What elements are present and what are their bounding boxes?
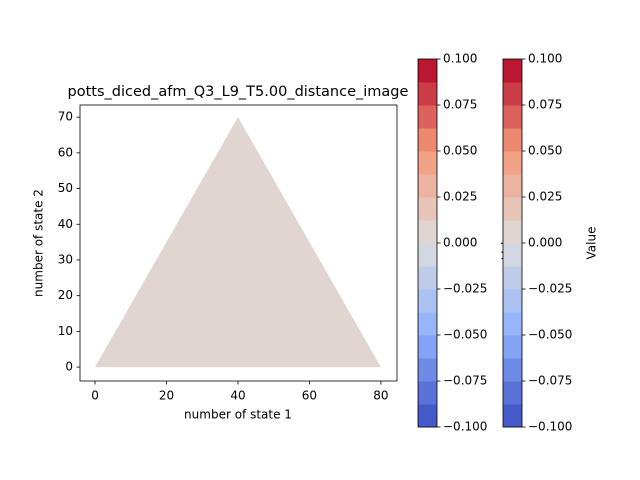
colorbar-band bbox=[418, 59, 437, 83]
colorbar-band bbox=[418, 128, 437, 152]
colorbar-tick-label: 0.075 bbox=[528, 98, 562, 112]
colorbar-band bbox=[503, 151, 522, 175]
colorbar-tick-label: 0.025 bbox=[443, 190, 477, 204]
colorbar-label: Value bbox=[585, 227, 599, 260]
y-axis-label: number of state 2 bbox=[32, 189, 46, 297]
y-tick-label: 30 bbox=[58, 252, 73, 266]
y-tick-label: 20 bbox=[58, 288, 73, 302]
x-axis-label: number of state 1 bbox=[184, 408, 292, 422]
colorbar-band bbox=[503, 381, 522, 405]
chart-title: potts_diced_afm_Q3_L9_T5.00_distance_ima… bbox=[68, 84, 409, 100]
colorbar-band bbox=[418, 105, 437, 129]
colorbar-band bbox=[503, 335, 522, 359]
colorbar-tick-label: 0.000 bbox=[443, 236, 477, 250]
colorbar-band bbox=[418, 151, 437, 175]
axes-frame bbox=[79, 104, 398, 382]
colorbar-band bbox=[503, 59, 522, 83]
colorbar-band bbox=[503, 174, 522, 198]
colorbar-tick-label: −0.100 bbox=[528, 420, 572, 434]
colorbar-tick-label: −0.050 bbox=[443, 328, 487, 342]
colorbar-tick-label: −0.025 bbox=[528, 282, 572, 296]
colorbar-tick-label: 0.100 bbox=[443, 52, 477, 66]
colorbar-band bbox=[503, 404, 522, 428]
y-tick-label: 50 bbox=[58, 181, 73, 195]
colorbar-tick-label: −0.025 bbox=[443, 282, 487, 296]
colorbar-tick-label: 0.050 bbox=[443, 144, 477, 158]
colorbar-band bbox=[503, 220, 522, 244]
colorbar-band bbox=[503, 82, 522, 106]
colorbar-band bbox=[418, 82, 437, 106]
colorbar-band bbox=[503, 358, 522, 382]
colorbar-band bbox=[418, 358, 437, 382]
colorbar-band bbox=[503, 128, 522, 152]
colorbar-band bbox=[418, 266, 437, 290]
colorbar-band bbox=[503, 197, 522, 221]
colorbar-band bbox=[503, 289, 522, 313]
colorbar-band bbox=[503, 312, 522, 336]
contour-region bbox=[95, 117, 381, 368]
colorbar-tick-label: 0.075 bbox=[443, 98, 477, 112]
y-tick-label: 10 bbox=[58, 324, 73, 338]
colorbar-tick-label: 0.050 bbox=[528, 144, 562, 158]
x-tick-label: 20 bbox=[159, 389, 174, 403]
colorbar-tick-label: −0.075 bbox=[443, 374, 487, 388]
y-tick-label: 60 bbox=[58, 145, 73, 159]
colorbar-tick-label: −0.075 bbox=[528, 374, 572, 388]
colorbar-tick-label: 0.025 bbox=[528, 190, 562, 204]
colorbar-band bbox=[418, 381, 437, 405]
colorbar-tick-label: 0.000 bbox=[528, 236, 562, 250]
colorbar-band bbox=[418, 197, 437, 221]
x-tick-label: 40 bbox=[230, 389, 245, 403]
colorbar-band bbox=[503, 266, 522, 290]
colorbar-band bbox=[503, 243, 522, 267]
colorbar-band bbox=[503, 105, 522, 129]
colorbar-tick-label: −0.050 bbox=[528, 328, 572, 342]
colorbar-band bbox=[418, 220, 437, 244]
colorbar-band bbox=[418, 289, 437, 313]
x-tick-label: 80 bbox=[373, 389, 388, 403]
colorbar-band bbox=[418, 404, 437, 428]
colorbar-band bbox=[418, 243, 437, 267]
colorbar-band bbox=[418, 335, 437, 359]
colorbar-band bbox=[418, 312, 437, 336]
x-tick-label: 60 bbox=[302, 389, 317, 403]
x-tick-label: 0 bbox=[91, 389, 99, 403]
y-tick-label: 0 bbox=[65, 360, 73, 374]
colorbar-band bbox=[418, 174, 437, 198]
colorbar-tick-label: −0.100 bbox=[443, 420, 487, 434]
y-tick-label: 70 bbox=[58, 110, 73, 124]
y-tick-label: 40 bbox=[58, 217, 73, 231]
colorbar-tick-label: 0.100 bbox=[528, 52, 562, 66]
